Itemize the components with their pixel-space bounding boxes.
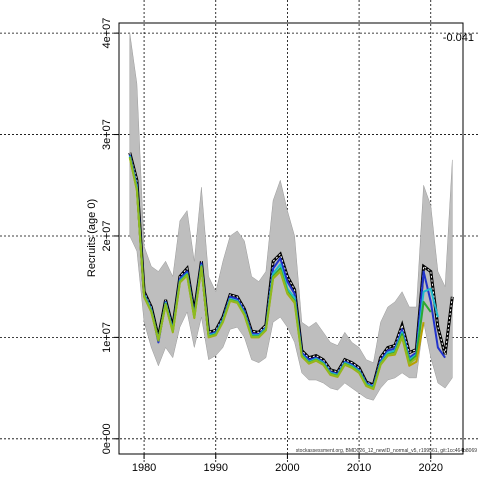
y-axis-ticks: 0e+00 1e+07 2e+07 3e+07 4e+07 (101, 18, 119, 454)
footnote: stockassessment.org, BMD026_12_newID_nor… (296, 448, 477, 454)
series-line (128, 157, 418, 390)
x-tick-label: 2020 (419, 462, 443, 474)
y-axis-label: Recruits (age 0) (86, 199, 98, 277)
series-line (128, 154, 446, 388)
y-tick-label: 4e+07 (101, 18, 113, 49)
y-tick-label: 1e+07 (101, 322, 113, 353)
confidence-band (129, 33, 453, 401)
y-tick-label: 3e+07 (101, 119, 113, 150)
series-line-dash (129, 152, 453, 386)
y-tick-label: 2e+07 (101, 221, 113, 252)
series-lines (128, 152, 454, 391)
x-axis-ticks: 1980 1990 2000 2010 2020 (132, 454, 443, 474)
x-tick-label: 2000 (275, 462, 299, 474)
y-tick-label: 0e+00 (101, 423, 113, 454)
x-tick-label: 2010 (347, 462, 371, 474)
corner-label: -0.041 (443, 32, 474, 44)
x-tick-label: 1980 (132, 462, 156, 474)
x-tick-label: 1990 (204, 462, 228, 474)
uncertainty-band (129, 33, 453, 401)
